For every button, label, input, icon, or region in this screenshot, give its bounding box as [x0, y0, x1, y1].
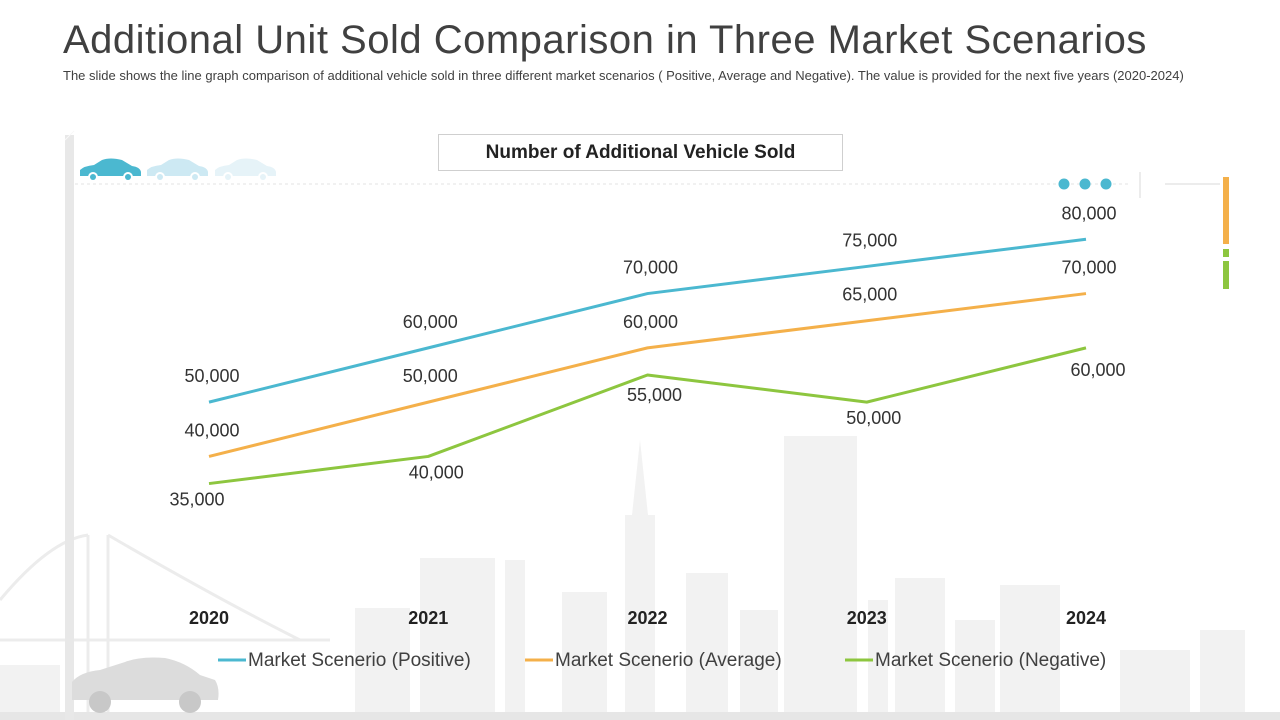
city-skyline	[0, 436, 1280, 720]
data-label: 70,000	[1061, 258, 1116, 278]
legend-label: Market Scenerio (Average)	[555, 650, 782, 671]
accent-bar-green-small	[1223, 249, 1229, 257]
legend: Market Scenerio (Positive) Market Sceneri…	[218, 650, 1106, 671]
series-lines	[208, 237, 1087, 486]
data-label: 50,000	[846, 408, 901, 428]
data-label: 60,000	[623, 312, 678, 332]
dots-icon	[1058, 178, 1112, 190]
car-icon	[147, 158, 208, 182]
legend-label: Market Scenerio (Negative)	[875, 650, 1106, 671]
chart-title: Number of Additional Vehicle Sold	[438, 134, 843, 171]
legend-item: Market Scenerio (Negative)	[845, 650, 1106, 671]
legend-label: Market Scenerio (Positive)	[248, 650, 471, 671]
page-subtitle: The slide shows the line graph compariso…	[63, 68, 1184, 83]
series-line	[208, 346, 1087, 486]
data-label: 60,000	[1070, 360, 1125, 380]
car-icon	[215, 158, 276, 182]
x-tick-label: 2024	[1066, 608, 1106, 628]
data-labels: 50,000 60,000 70,000 75,000 80,000 40,000 50,0…	[169, 203, 1125, 509]
page-title: Additional Unit Sold Comparison in Three…	[63, 18, 1147, 62]
data-label: 35,000	[169, 490, 224, 510]
series-line	[208, 292, 1087, 458]
x-tick-label: 2022	[627, 608, 667, 628]
data-label: 50,000	[403, 366, 458, 386]
accent-bar-orange	[1223, 177, 1229, 244]
data-label: 70,000	[623, 258, 678, 278]
x-tick-label: 2023	[847, 608, 887, 628]
legend-item: Market Scenerio (Positive)	[218, 650, 471, 671]
car-silhouette	[72, 657, 219, 713]
data-label: 55,000	[627, 385, 682, 405]
x-tick-label: 2021	[408, 608, 448, 628]
accent-bar-green	[1223, 261, 1229, 289]
legend-item: Market Scenerio (Average)	[525, 650, 782, 671]
side-bar	[65, 135, 74, 720]
series-line	[208, 237, 1087, 404]
car-icon	[80, 158, 141, 182]
data-label: 50,000	[184, 366, 239, 386]
data-label: 80,000	[1061, 203, 1116, 223]
data-label: 75,000	[842, 230, 897, 250]
data-label: 40,000	[184, 420, 239, 440]
data-label: 65,000	[842, 285, 897, 305]
data-label: 60,000	[403, 312, 458, 332]
x-tick-label: 2020	[189, 608, 229, 628]
x-axis: 2020 2021 2022 2023 2024	[189, 608, 1106, 628]
data-label: 40,000	[409, 462, 464, 482]
